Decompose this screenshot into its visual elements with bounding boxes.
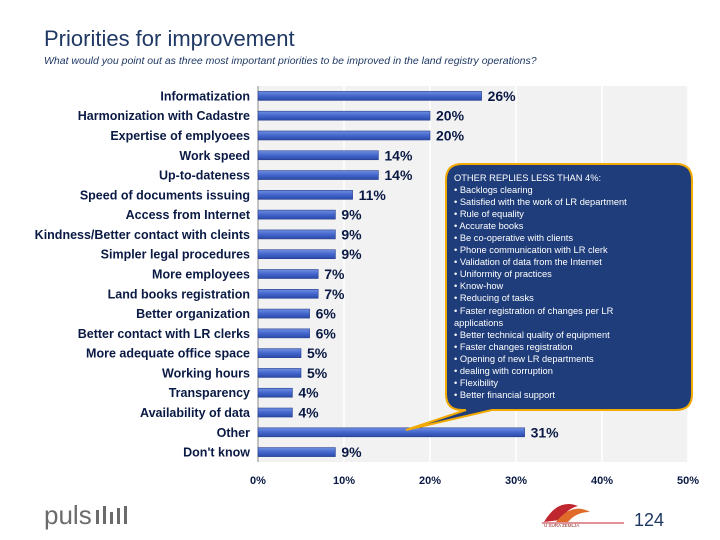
data-label: 9% — [341, 444, 362, 460]
data-label: 9% — [341, 207, 362, 223]
brand-bars-icon — [95, 500, 131, 531]
bar — [257, 209, 336, 220]
category-label: Land books registration — [108, 287, 250, 301]
callout-item: • Uniformity of practices — [454, 269, 552, 280]
callout-item: • Phone communication with LR clerk — [454, 245, 608, 256]
bar — [257, 387, 293, 398]
brand-name: puls — [44, 500, 92, 530]
x-tick-label: 0% — [250, 475, 266, 487]
x-tick-label: 50% — [677, 475, 699, 487]
partner-logo — [542, 504, 624, 524]
callout-item: • Know-how — [454, 281, 504, 292]
data-label: 14% — [384, 167, 413, 183]
x-tick-label: 20% — [419, 475, 441, 487]
callout-item: • Reducing of tasks — [454, 293, 534, 304]
callout-item: • Opening of new LR departments — [454, 353, 594, 364]
callout-item: • Faster registration of changes per LR — [454, 305, 614, 316]
category-label: Better organization — [136, 307, 250, 321]
bar — [257, 170, 379, 180]
data-label: 4% — [298, 405, 319, 421]
bar — [257, 269, 319, 279]
category-label: Working hours — [162, 366, 250, 380]
data-label: 7% — [324, 266, 345, 282]
category-label: Availability of data — [140, 406, 251, 420]
category-label: Kindness/Better contact with cleints — [35, 228, 250, 242]
x-tick-label: 40% — [591, 475, 613, 487]
data-label: 9% — [341, 246, 362, 262]
callout-item: • Satisfied with the work of LR departme… — [454, 197, 627, 208]
category-label: Simpler legal procedures — [101, 248, 250, 262]
page-number: 124 — [634, 510, 665, 530]
page-title: Priorities for improvement — [44, 26, 295, 51]
bar — [257, 427, 525, 438]
category-label: Better contact with LR clerks — [78, 327, 250, 341]
category-label: More adequate office space — [86, 347, 250, 361]
callout-item: • Better technical quality of equipment — [454, 329, 610, 340]
data-label: 4% — [298, 385, 319, 401]
callout-item: applications — [454, 317, 504, 328]
bar — [257, 249, 336, 260]
data-label: 20% — [436, 108, 465, 124]
data-label: 26% — [488, 88, 517, 104]
bar — [257, 308, 310, 319]
bar — [257, 190, 353, 200]
callout-item: • dealing with corruption — [454, 365, 553, 376]
category-label: Harmonization with Cadastre — [78, 109, 250, 123]
category-label: Speed of documents issuing — [80, 188, 250, 202]
data-label: 9% — [341, 226, 362, 242]
callout-item: • Accurate books — [454, 221, 524, 232]
callout-item: • Validation of data from the Internet — [454, 257, 602, 268]
category-label: Other — [217, 426, 250, 440]
callout-item: • Rule of equality — [454, 209, 524, 220]
bar — [257, 110, 431, 121]
callout-item: • Backlogs clearing — [454, 185, 533, 196]
data-label: 7% — [324, 286, 345, 302]
x-tick-label: 30% — [505, 475, 527, 487]
category-label: Don't know — [183, 446, 250, 460]
data-label: 5% — [307, 365, 328, 381]
data-label: 20% — [436, 127, 465, 143]
category-label: Informatization — [160, 89, 250, 103]
page-subtitle: What would you point out as three most i… — [44, 55, 537, 67]
data-label: 6% — [316, 325, 337, 341]
callout-item: • Better financial support — [454, 389, 555, 400]
callout-box — [405, 163, 693, 431]
data-label: 31% — [531, 424, 560, 440]
callout-item: • Flexibility — [454, 377, 499, 388]
category-label: Expertise of emplyoees — [110, 129, 250, 143]
callout-item: • Be co-operative with clients — [454, 233, 574, 244]
puls-logo: puls — [44, 500, 131, 531]
callout-item: • Faster changes registration — [454, 341, 573, 352]
callout-heading: OTHER REPLIES LESS THAN 4%: — [454, 173, 602, 183]
x-tick-label: 10% — [333, 475, 355, 487]
bar — [257, 407, 293, 418]
bar — [257, 447, 336, 457]
category-label: More employees — [152, 268, 250, 282]
bar — [257, 91, 482, 101]
category-label: Transparency — [169, 386, 250, 400]
data-label: 11% — [359, 187, 387, 203]
data-label: 5% — [307, 345, 328, 361]
data-label: 14% — [384, 147, 413, 163]
partner-name: U SURA ZEMLJA — [544, 523, 580, 528]
bar — [257, 130, 431, 141]
bar — [257, 328, 310, 339]
category-label: Access from Internet — [126, 208, 251, 222]
callout-text: OTHER REPLIES LESS THAN 4%: • Backlogs c… — [454, 172, 686, 401]
bar — [257, 150, 379, 161]
bar — [257, 229, 336, 240]
bar — [257, 348, 302, 358]
category-label: Work speed — [179, 149, 250, 163]
bar — [257, 368, 302, 378]
category-label: Up-to-dateness — [159, 169, 250, 183]
bar — [257, 288, 319, 299]
data-label: 6% — [316, 306, 337, 322]
